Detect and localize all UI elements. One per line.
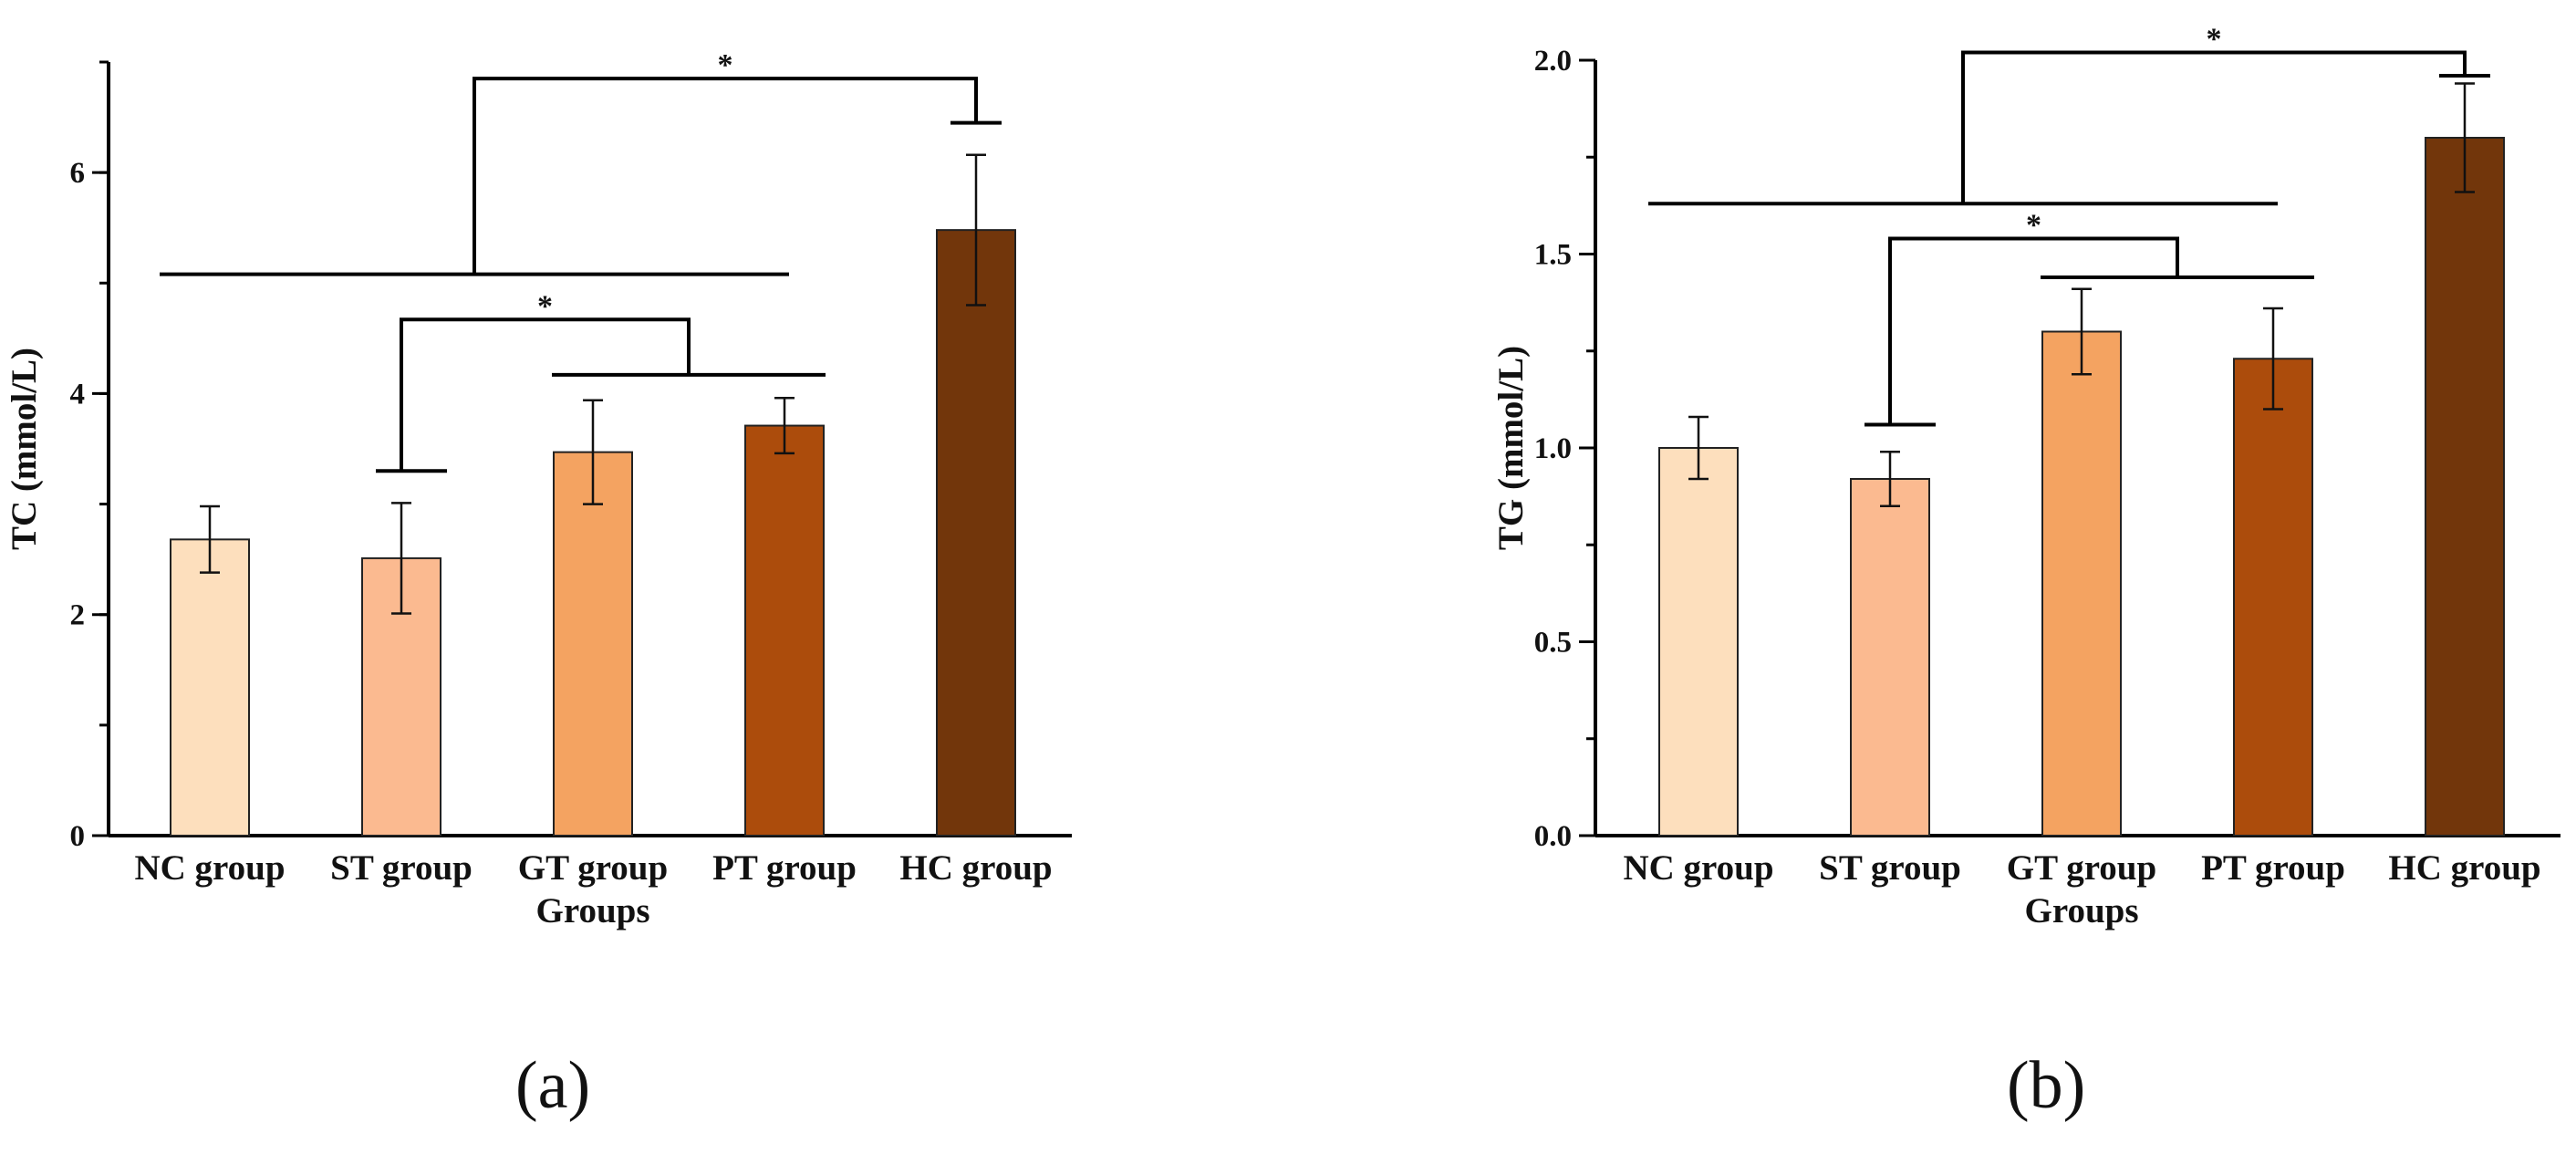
y-tick-label: 2.0 xyxy=(1534,45,1572,78)
bar xyxy=(2425,137,2505,837)
bar xyxy=(936,229,1016,837)
y-tick-label: 2 xyxy=(70,599,86,632)
significance-bracket xyxy=(473,77,978,275)
significance-star: * xyxy=(2026,209,2041,243)
significance-star: * xyxy=(2207,23,2222,57)
x-tick-label: PT group xyxy=(2201,848,2345,888)
bar xyxy=(170,538,250,837)
chart-a: 0 2 4 6 NC group ST group GT group PT group HC g… xyxy=(5,48,1072,930)
x-tick-label: ST group xyxy=(1819,848,1961,888)
bar xyxy=(744,424,825,837)
significance-bracket xyxy=(400,317,691,472)
significance-bracket xyxy=(1961,50,2467,204)
bar xyxy=(2041,330,2122,837)
y-tick-label: 6 xyxy=(70,157,86,190)
chart-b: 0.0 0.5 1.0 1.5 2.0 NC group ST group GT group P… xyxy=(1491,23,2560,930)
x-tick-label: GT group xyxy=(518,848,668,888)
y-tick-label: 0.0 xyxy=(1534,820,1572,853)
y-axis-title: TG (mmol/L) xyxy=(1491,346,1531,550)
y-tick-label: 1.0 xyxy=(1534,432,1572,465)
x-tick-label: NC group xyxy=(134,848,285,888)
x-axis-title: Groups xyxy=(536,891,650,930)
significance-bracket xyxy=(1888,236,2179,425)
bar xyxy=(1850,478,1930,837)
bar xyxy=(1658,447,1739,837)
significance-star: * xyxy=(537,289,553,323)
x-axis-title: Groups xyxy=(2025,891,2139,930)
x-tick-label: PT group xyxy=(712,848,857,888)
y-tick-label: 0.5 xyxy=(1534,627,1572,660)
x-tick-label: HC group xyxy=(2388,848,2540,888)
y-axis-title: TC (mmol/L) xyxy=(5,348,44,550)
panel-label-a: (a) xyxy=(515,1048,591,1123)
bar xyxy=(2233,358,2313,837)
x-tick-label: ST group xyxy=(330,848,473,888)
panel-label-b: (b) xyxy=(2007,1048,2086,1123)
x-tick-label: GT group xyxy=(2007,848,2156,888)
significance-star: * xyxy=(718,48,733,82)
x-tick-label: HC group xyxy=(899,848,1052,888)
y-tick-label: 1.5 xyxy=(1534,239,1572,272)
x-tick-label: NC group xyxy=(1623,848,1773,888)
y-tick-label: 0 xyxy=(70,820,86,853)
y-tick-label: 4 xyxy=(70,378,86,411)
bar xyxy=(553,451,633,837)
